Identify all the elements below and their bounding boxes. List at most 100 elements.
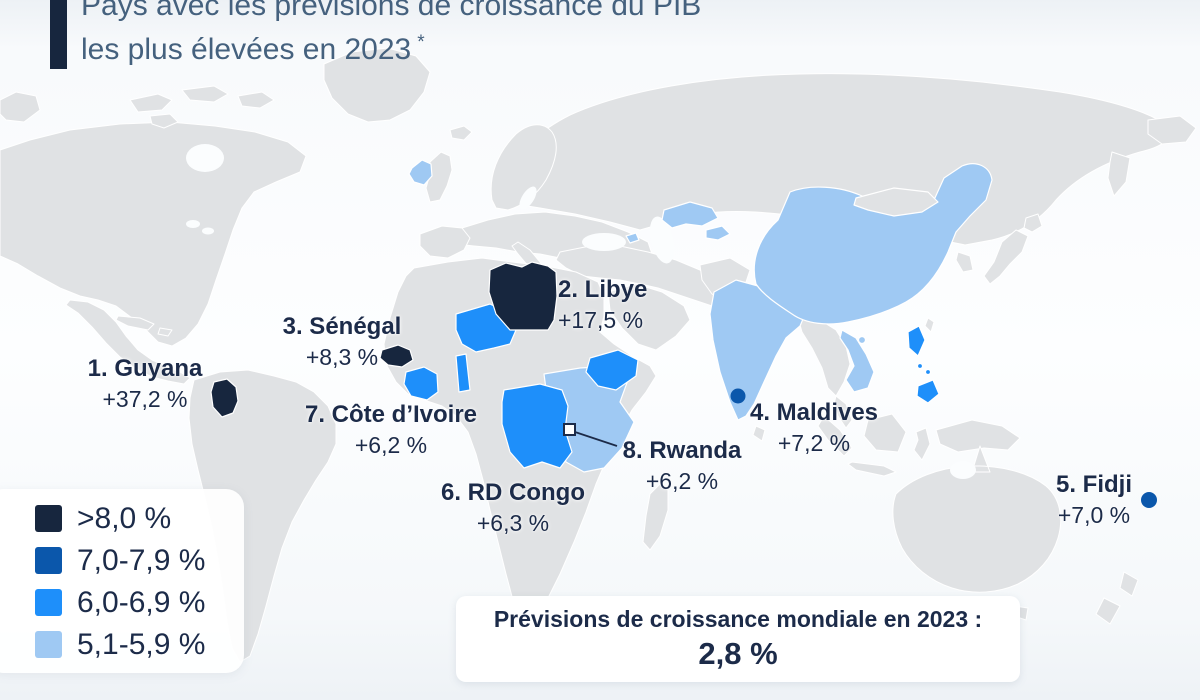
country-cote-divoire: [403, 366, 439, 401]
legend-swatch-light-blue: [35, 631, 62, 658]
baltic-sea: [519, 186, 537, 210]
title-accent-bar: [50, 0, 67, 69]
world-growth-note: Prévisions de croissance mondiale en 202…: [456, 596, 1020, 682]
label-rwanda: 8. Rwanda +6,2 %: [612, 435, 752, 497]
label-rwanda-name: 8. Rwanda: [622, 437, 742, 464]
country-benin-togo: [455, 353, 471, 393]
land-iberia: [419, 225, 471, 259]
great-lake-east: [202, 227, 214, 235]
legend-swatch-navy: [35, 505, 62, 532]
land-sulawesi: [913, 427, 931, 461]
map-markers: [563, 388, 1157, 508]
country-uzbekistan: [661, 201, 719, 229]
land-madagascar: [642, 483, 669, 551]
country-guyana: [210, 378, 239, 418]
maldives-marker-dot: [730, 388, 746, 404]
label-rd-congo-name: 6. RD Congo: [441, 479, 585, 506]
label-fidji-name: 5. Fidji: [1055, 471, 1132, 498]
country-vietnam-cambodia: [839, 329, 875, 393]
country-libya: [488, 261, 558, 331]
label-libye-value: +17,5 %: [558, 307, 644, 333]
legend-label: 5,1-5,9 %: [77, 628, 206, 661]
land-kamchatka: [1107, 151, 1131, 197]
rwanda-marker-square: [563, 423, 576, 436]
land-sri-lanka: [752, 425, 766, 442]
country-hainan: [857, 335, 867, 345]
fiji-marker-dot: [1141, 492, 1157, 508]
shaded-countries: [210, 159, 993, 473]
label-cote-divoire-name: 7. Côte d’Ivoire: [304, 401, 478, 428]
land-alaska: [0, 91, 41, 123]
land-korea: [955, 251, 974, 273]
country-senegal: [379, 344, 414, 368]
land-australia: [892, 445, 1062, 593]
land-arabia: [607, 283, 691, 351]
world-growth-value: 2,8 %: [698, 636, 778, 671]
label-senegal-value: +8,3 %: [305, 344, 379, 370]
land-borneo: [863, 413, 907, 453]
country-philippines: [907, 325, 940, 404]
label-libye-name: 2. Libye: [558, 276, 648, 303]
label-guyana: 1. Guyana +37,2 %: [75, 353, 215, 415]
land-new-guinea: [935, 419, 1021, 453]
label-rd-congo-value: +6,3 %: [476, 510, 550, 536]
land-cuba: [115, 315, 155, 331]
caspian-sea: [649, 216, 675, 264]
legend-item: >8,0 %: [35, 502, 244, 535]
land-java: [847, 461, 897, 477]
land-myanmar-thailand: [797, 317, 851, 397]
country-ethiopia: [585, 349, 639, 391]
legend-swatch-bright-blue: [35, 589, 62, 616]
legend-swatch-dark-blue: [35, 547, 62, 574]
label-guyana-name: 1. Guyana: [87, 355, 203, 382]
country-armenia: [625, 232, 640, 244]
gulf-of-carpentaria: [950, 461, 976, 479]
title-line-2: les plus élevées en 2023 *: [81, 24, 701, 68]
land-north-america: [0, 121, 307, 347]
hudson-bay: [186, 144, 224, 172]
label-fidji-value: +7,0 %: [1057, 502, 1131, 528]
country-philippines-visayas-1: [916, 362, 924, 370]
title-line-1: Pays avec les prévisions de croissance d…: [81, 0, 702, 22]
rwanda-callout-line: [574, 431, 618, 447]
label-maldives-name: 4. Maldives: [749, 399, 879, 426]
label-libye: 2. Libye +17,5 %: [558, 274, 718, 336]
legend-item: 5,1-5,9 %: [35, 628, 244, 661]
label-senegal: 3. Sénégal +8,3 %: [272, 311, 412, 373]
page-title: Pays avec les prévisions de croissance d…: [81, 0, 701, 68]
legend-label: 6,0-6,9 %: [77, 586, 206, 619]
legend: >8,0 % 7,0-7,9 % 6,0-6,9 % 5,1-5,9 %: [0, 489, 244, 673]
country-kyrgyzstan-tajikistan: [705, 225, 731, 241]
label-rwanda-value: +6,2 %: [645, 468, 719, 494]
land-sumatra: [817, 415, 853, 457]
title-footnote-asterisk: *: [417, 32, 425, 53]
great-lake-west: [186, 220, 200, 228]
land-chukotka: [1147, 115, 1197, 145]
legend-label: >8,0 %: [77, 502, 172, 535]
title-line-2-text: les plus élevées en 2023: [81, 33, 412, 66]
land-malay-peninsula: [833, 395, 853, 429]
inland-seas: [186, 144, 976, 479]
label-cote-divoire-value: +6,2 %: [354, 432, 428, 458]
legend-item: 7,0-7,9 %: [35, 544, 244, 577]
label-maldives: 4. Maldives +7,2 %: [744, 397, 884, 459]
land-arctic-islands: [129, 85, 275, 129]
land-new-zealand: [1095, 571, 1139, 625]
label-cote-divoire: 7. Côte d’Ivoire +6,2 %: [296, 399, 486, 461]
world-growth-label: Prévisions de croissance mondiale en 202…: [493, 606, 983, 632]
land-greenland: [323, 47, 431, 123]
land-taiwan: [924, 317, 935, 333]
land-mongolia: [853, 187, 939, 217]
label-rd-congo: 6. RD Congo +6,3 %: [428, 477, 598, 539]
country-rd-congo: [501, 383, 573, 469]
country-ireland: [408, 159, 433, 186]
land-mexico-central-america: [65, 299, 191, 385]
legend-label: 7,0-7,9 %: [77, 544, 206, 577]
land-hispaniola: [157, 327, 173, 337]
label-guyana-value: +37,2 %: [102, 386, 188, 412]
black-sea: [582, 233, 626, 251]
land-japan: [983, 213, 1043, 285]
country-philippines-visayas-2: [924, 368, 932, 376]
